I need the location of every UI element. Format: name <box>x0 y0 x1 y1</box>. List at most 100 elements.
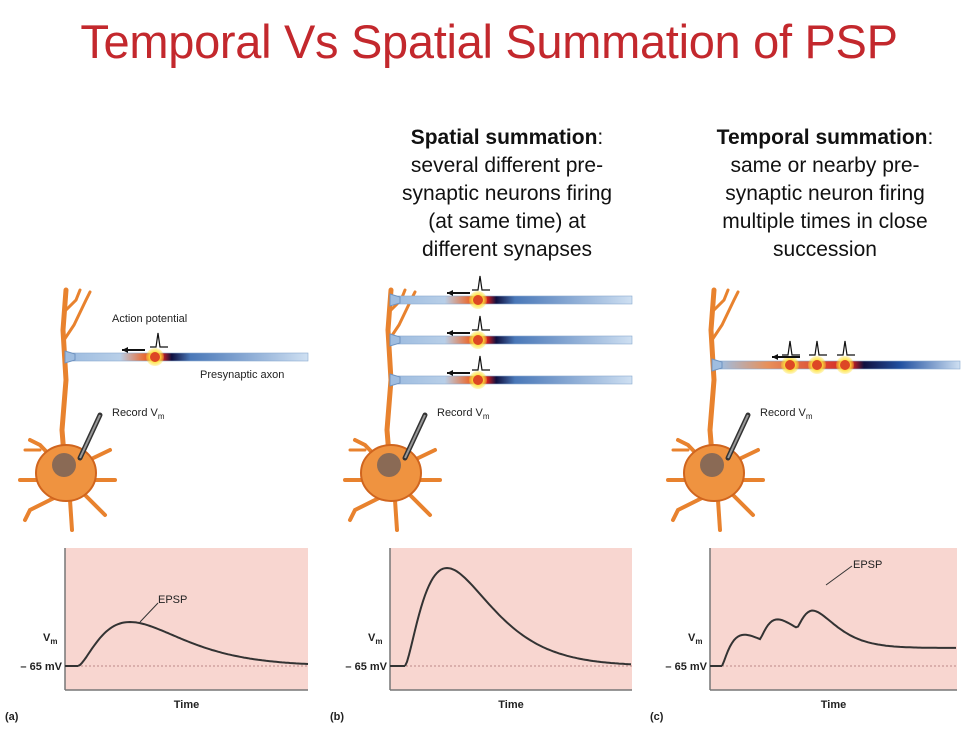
epsp-label: EPSP <box>853 559 882 571</box>
axon-terminal <box>389 373 401 387</box>
axon-shaft <box>397 295 633 305</box>
epsp-curve <box>65 620 309 667</box>
panel-letter: (c) <box>650 711 664 723</box>
action-potential-spike <box>837 340 855 356</box>
arrow-head-icon <box>772 354 778 360</box>
action-potential-spike <box>782 340 800 356</box>
vm-label: Vm <box>368 632 382 646</box>
dendrite <box>707 287 717 458</box>
graph-a <box>64 548 309 691</box>
presynaptic-axon-b <box>389 333 633 347</box>
axon-terminal <box>389 293 401 307</box>
depolarization-core <box>473 295 483 305</box>
depolarization-core <box>150 352 160 362</box>
dendrite <box>83 493 107 517</box>
time-label: Time <box>498 699 523 711</box>
record-vm-label: Record Vm <box>760 407 813 421</box>
graph-b <box>389 548 632 691</box>
time-label: Time <box>174 699 199 711</box>
dendrite <box>64 288 82 312</box>
baseline-label: – 65 mV <box>20 661 62 673</box>
vm-label: Vm <box>688 632 702 646</box>
arrow-head-icon <box>122 347 128 353</box>
dendrite <box>384 287 394 458</box>
time-label: Time <box>821 699 846 711</box>
desc-line: multiple times in close <box>722 210 928 233</box>
epsp-curve <box>710 609 956 667</box>
vm-label: Vm <box>43 632 57 646</box>
graph-background <box>390 548 632 690</box>
desc-line: succession <box>773 238 877 261</box>
desc-line: several different pre- <box>410 154 604 177</box>
depolarization-core <box>473 335 483 345</box>
action-potential-spike <box>472 355 490 371</box>
dendrite <box>59 287 69 458</box>
colon: : <box>927 126 934 149</box>
arrow-head-icon <box>447 330 453 336</box>
epsp-pointer <box>825 565 853 586</box>
dendrite <box>712 288 730 312</box>
axon-shaft <box>397 335 633 345</box>
dendrite <box>68 498 74 532</box>
depolarization-core <box>812 360 822 370</box>
desc-line: same or nearby pre- <box>730 154 920 177</box>
dendrite <box>716 498 722 532</box>
epsp-label: EPSP <box>158 594 187 606</box>
depolarization-core <box>785 360 795 370</box>
axon-terminal <box>711 358 723 372</box>
depolarization-core <box>473 375 483 385</box>
epsp-pointer <box>139 602 159 623</box>
dendrite <box>710 290 740 342</box>
action-potential-label: Action potential <box>112 313 187 325</box>
epsp-curve <box>390 566 632 667</box>
electrode-highlight <box>727 414 749 459</box>
dendrite <box>62 290 92 342</box>
baseline-label: – 65 mV <box>345 661 387 673</box>
panel-letter: (a) <box>5 711 19 723</box>
dendrite <box>408 493 432 517</box>
graph-background <box>65 548 308 690</box>
axon-terminal <box>64 350 76 364</box>
spatial-description: Spatial summation: several different pre… <box>362 124 652 264</box>
axon-terminal <box>389 333 401 347</box>
arrow-head-icon <box>447 370 453 376</box>
depolarization-core <box>840 360 850 370</box>
electrode-highlight <box>79 414 101 459</box>
presynaptic-axon-a <box>64 350 309 364</box>
nucleus <box>377 453 401 477</box>
colon: : <box>597 126 604 149</box>
electrode-highlight <box>404 414 426 459</box>
axon-shaft <box>397 375 633 385</box>
desc-line: synaptic neuron firing <box>725 182 925 205</box>
dendrite <box>393 498 399 532</box>
action-potential-spike <box>472 315 490 331</box>
record-vm-label: Record Vm <box>437 407 490 421</box>
desc-line: (at same time) at <box>428 210 586 233</box>
dendrite <box>348 493 387 522</box>
presynaptic-axon-label: Presynaptic axon <box>200 369 284 381</box>
action-potential-spike <box>150 332 168 348</box>
neuron-c <box>666 287 765 532</box>
arrow-head-icon <box>447 290 453 296</box>
neuron-b <box>343 287 442 532</box>
baseline-label: – 65 mV <box>665 661 707 673</box>
dendrite <box>23 493 62 522</box>
spatial-heading: Spatial summation <box>410 126 598 149</box>
record-vm-label: Record Vm <box>112 407 165 421</box>
dendrite <box>731 493 755 517</box>
graph-c <box>709 548 957 691</box>
panel-letter: (b) <box>330 711 344 723</box>
nucleus <box>52 453 76 477</box>
temporal-heading: Temporal summation <box>716 126 928 149</box>
neuron-a <box>18 287 117 532</box>
slide-title: Temporal Vs Spatial Summation of PSP <box>80 15 898 68</box>
nucleus <box>700 453 724 477</box>
dendrite <box>671 493 710 522</box>
graph-background <box>710 548 957 690</box>
action-potential-spike <box>809 340 827 356</box>
presynaptic-axon-b <box>389 293 633 307</box>
desc-line: different synapses <box>421 238 593 261</box>
axon-shaft <box>72 352 309 362</box>
desc-line: synaptic neurons firing <box>401 182 613 205</box>
